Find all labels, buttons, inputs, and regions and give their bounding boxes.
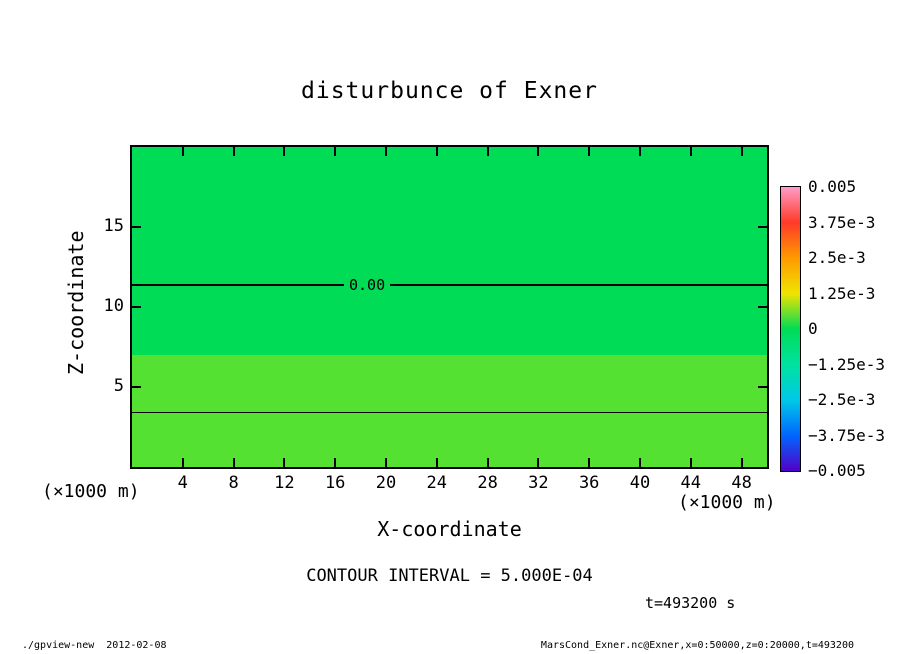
x-tick-mark xyxy=(689,147,692,156)
x-tick-label: 20 xyxy=(375,473,397,493)
x-tick-mark xyxy=(435,147,438,156)
x-tick-mark xyxy=(435,458,438,467)
time-annotation: t=493200 s xyxy=(645,594,736,612)
x-axis-label: X-coordinate xyxy=(377,517,522,541)
x-tick-mark xyxy=(486,147,489,156)
colorbar-tick-label: 3.75e-3 xyxy=(808,212,876,232)
footer-source-text: MarsCond_Exner.nc@Exner,x=0:50000,z=0:20… xyxy=(540,640,854,651)
x-tick-mark xyxy=(537,458,540,467)
y-axis-unit-label: (×1000 m) xyxy=(42,481,140,502)
x-tick-mark xyxy=(639,458,641,467)
x-tick-mark xyxy=(588,458,591,467)
x-tick-mark xyxy=(181,147,184,156)
x-tick-label: 8 xyxy=(228,473,239,493)
x-tick-mark xyxy=(740,458,743,467)
x-tick-label: 44 xyxy=(680,473,702,493)
y-tick-mark xyxy=(758,306,767,308)
colorbar-tick-label: −1.25e-3 xyxy=(808,354,886,374)
x-tick-mark xyxy=(232,458,235,467)
x-tick-label: 40 xyxy=(629,473,651,493)
x-tick-mark xyxy=(588,147,591,156)
x-tick-mark xyxy=(689,458,692,467)
y-tick-mark xyxy=(758,386,767,388)
colorbar-tick-label: 1.25e-3 xyxy=(808,283,876,303)
contour-interval-note: CONTOUR INTERVAL = 5.000E-04 xyxy=(306,566,593,586)
contour-label: 0.00 xyxy=(344,275,391,294)
y-tick-label: 10 xyxy=(103,296,124,316)
colorbar-labels: 0.005 3.75e-3 2.5e-3 1.25e-3 0 −1.25e-3 −2.5e-… xyxy=(808,177,900,480)
x-tick-label: 4 xyxy=(177,473,188,493)
colorbar-tick-label: −3.75e-3 xyxy=(808,425,886,445)
x-tick-mark xyxy=(283,458,286,467)
colorbar-tick-label: 0.005 xyxy=(808,177,857,196)
colorbar-tick-label: 0 xyxy=(808,319,818,338)
x-tick-label: 32 xyxy=(528,473,549,493)
x-tick-label: 16 xyxy=(324,473,346,493)
y-axis-label: Z-coordinate xyxy=(64,230,88,376)
x-tick-mark xyxy=(385,458,387,467)
contour-line xyxy=(132,412,767,414)
y-tick-mark xyxy=(132,386,141,388)
footer-command-text: ./gpview-new 2012-02-08 xyxy=(22,640,167,651)
y-tick-mark xyxy=(758,226,767,228)
fill-band xyxy=(132,147,767,355)
y-tick-label: 5 xyxy=(113,376,124,396)
x-tick-label: 48 xyxy=(731,473,752,493)
contour-line xyxy=(132,283,767,286)
colorbar-tick-label: −0.005 xyxy=(808,461,866,480)
x-tick-mark xyxy=(639,147,641,156)
x-tick-mark xyxy=(232,147,235,156)
x-tick-label: 28 xyxy=(477,473,498,493)
y-tick-label: 15 xyxy=(103,216,124,236)
y-tick-mark xyxy=(132,306,141,308)
y-tick-mark xyxy=(132,226,141,228)
fill-band xyxy=(132,355,767,467)
x-tick-mark xyxy=(181,458,184,467)
x-tick-mark xyxy=(334,147,337,156)
x-axis-unit-label: (×1000 m) xyxy=(678,492,776,513)
colorbar xyxy=(780,186,801,472)
x-tick-label: 36 xyxy=(578,473,600,493)
x-tick-mark xyxy=(486,458,489,467)
x-tick-mark xyxy=(740,147,743,156)
colorbar-tick-label: 2.5e-3 xyxy=(808,248,866,267)
plot-area: 0.00 4 8 12 16 20 24 28 32 36 40 44 48 5 10 15 xyxy=(104,145,769,493)
chart-title: disturbunce of Exner xyxy=(301,78,598,104)
x-tick-mark xyxy=(537,147,540,156)
x-tick-mark xyxy=(334,458,337,467)
colorbar-tick-label: −2.5e-3 xyxy=(808,390,876,409)
x-tick-label: 12 xyxy=(274,473,295,493)
x-tick-mark xyxy=(283,147,286,156)
x-tick-mark xyxy=(385,147,387,156)
x-tick-label: 24 xyxy=(426,473,448,493)
